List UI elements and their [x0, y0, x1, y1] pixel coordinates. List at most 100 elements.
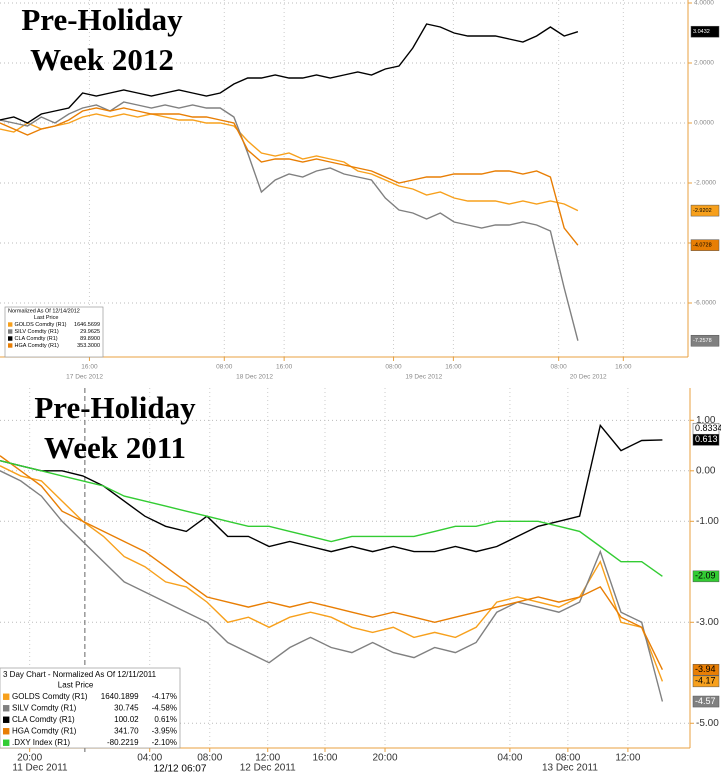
series-line — [0, 465, 664, 682]
date-label: 18 Dec 2012 — [236, 374, 273, 381]
legend-label: HGA Comdty (R1) — [15, 343, 59, 349]
legend-change: -2.10% — [152, 738, 177, 747]
x-tick-label: 08:00 — [551, 364, 568, 371]
date-label: 12 Dec 2011 — [240, 763, 296, 774]
legend-change: -4.58% — [152, 703, 177, 712]
series-line — [0, 470, 664, 702]
series-line — [0, 101, 579, 341]
end-label-box — [690, 25, 720, 38]
x-tick-label: 16:00 — [445, 364, 462, 371]
end-label: -7.2578 — [693, 338, 712, 344]
y-tick-label: -1.00 — [696, 516, 719, 527]
end-label: -4.0728 — [693, 243, 712, 249]
end-label: 3.0432 — [693, 29, 710, 35]
x-tick-label: 08:00 — [385, 364, 402, 371]
y-tick-label: -5.00 — [696, 718, 719, 729]
legend-label: CLA Comdty (R1) — [15, 336, 58, 342]
legend-price: 89.8900 — [80, 336, 100, 342]
date-label: 19 Dec 2012 — [405, 374, 442, 381]
x-tick-label: 08:00 — [216, 364, 233, 371]
end-label-box — [690, 334, 720, 347]
end-label: -4.17 — [695, 676, 716, 686]
cursor-label: 12/12 06:07 — [154, 764, 207, 775]
chart-title: Pre-Holiday Week 2011 — [34, 390, 196, 465]
legend-price: 1646.5699 — [74, 322, 100, 328]
end-label-box — [690, 204, 720, 217]
y-tick-label: 0.00 — [696, 465, 716, 476]
legend-price: 1640.1899 — [101, 692, 139, 701]
x-tick-label: 20:00 — [17, 753, 42, 764]
legend-label: CLA Comdty (R1) — [12, 715, 75, 724]
legend-swatch — [3, 693, 10, 700]
legend-subtitle: Last Price — [34, 315, 58, 321]
series-line — [0, 23, 579, 124]
legend-label: HGA Comdty (R1) — [12, 726, 77, 735]
end-label-box — [692, 434, 720, 446]
legend-box — [4, 306, 104, 358]
end-label-box — [692, 675, 720, 688]
legend-price: 341.70 — [114, 726, 139, 735]
chart-title: Pre-Holiday Week 2012 — [21, 2, 183, 77]
series-line — [0, 423, 663, 553]
y-tick-label: 2.0000 — [694, 60, 714, 67]
legend-swatch — [8, 343, 13, 348]
x-tick-label: 16:00 — [312, 753, 337, 764]
legend-label: .DXY Index (R1) — [12, 738, 70, 747]
end-label: -2.9202 — [693, 208, 712, 214]
legend-change: -4.17% — [152, 692, 177, 701]
legend-price: 100.02 — [114, 715, 139, 724]
legend-price: -80.2219 — [107, 738, 139, 747]
x-tick-label: 20:00 — [373, 753, 398, 764]
end-label-box — [690, 239, 720, 251]
y-tick-label: -6.0000 — [694, 300, 716, 307]
plot-area — [0, 0, 688, 357]
end-label: 0.8334 — [695, 423, 721, 433]
legend-price: 353.3000 — [77, 343, 100, 349]
legend-box — [0, 667, 181, 749]
end-label-box — [692, 663, 720, 676]
legend-label: SILV Comdty (R1) — [12, 703, 77, 712]
end-label: -4.57 — [695, 696, 716, 706]
legend-title: 3 Day Chart - Normalized As Of 12/11/201… — [3, 670, 157, 679]
legend-swatch — [3, 728, 10, 735]
legend-label: SILV Comdty (R1) — [15, 329, 59, 335]
x-tick-label: 08:00 — [197, 753, 222, 764]
y-tick-label: -2.0000 — [694, 180, 716, 187]
x-tick-label: 04:00 — [137, 753, 162, 764]
end-label: 0.613 — [695, 434, 718, 444]
legend-swatch — [3, 705, 10, 712]
legend-label: GOLDS Comdty (R1) — [12, 692, 88, 701]
x-tick-label: 04:00 — [497, 753, 522, 764]
y-tick-label: 4.0000 — [694, 0, 714, 7]
date-label: 11 Dec 2011 — [12, 763, 68, 774]
y-tick-label: 0.0000 — [694, 120, 714, 127]
legend-swatch — [3, 716, 10, 723]
date-label: 13 Dec 2011 — [542, 763, 598, 774]
end-label-box — [692, 570, 720, 583]
legend-swatch — [8, 329, 13, 334]
end-label: -2.09 — [695, 571, 716, 581]
date-label: 20 Dec 2012 — [570, 374, 607, 381]
y-tick-label: 1.00 — [696, 415, 716, 426]
end-label: -3.94 — [695, 664, 716, 674]
x-tick-label: 08:00 — [555, 753, 580, 764]
series-line — [0, 460, 663, 577]
legend-change: 0.61% — [154, 715, 177, 724]
legend-label: GOLDS Comdty (R1) — [15, 322, 67, 328]
legend-price: 30.745 — [114, 703, 139, 712]
x-tick-label: 12:00 — [615, 753, 640, 764]
legend-change: -3.95% — [152, 726, 177, 735]
legend-swatch — [8, 322, 13, 327]
legend-title: Normalized As Of 12/14/2012 — [8, 309, 80, 315]
y-tick-label: -3.00 — [696, 617, 719, 628]
series-line — [0, 113, 579, 212]
legend-swatch — [3, 739, 10, 746]
series-line — [0, 107, 579, 246]
x-tick-label: 12:00 — [255, 753, 280, 764]
end-label-box — [692, 695, 720, 708]
legend-subtitle: Last Price — [58, 680, 94, 689]
x-tick-label: 16:00 — [81, 364, 98, 371]
x-tick-label: 16:00 — [615, 364, 632, 371]
